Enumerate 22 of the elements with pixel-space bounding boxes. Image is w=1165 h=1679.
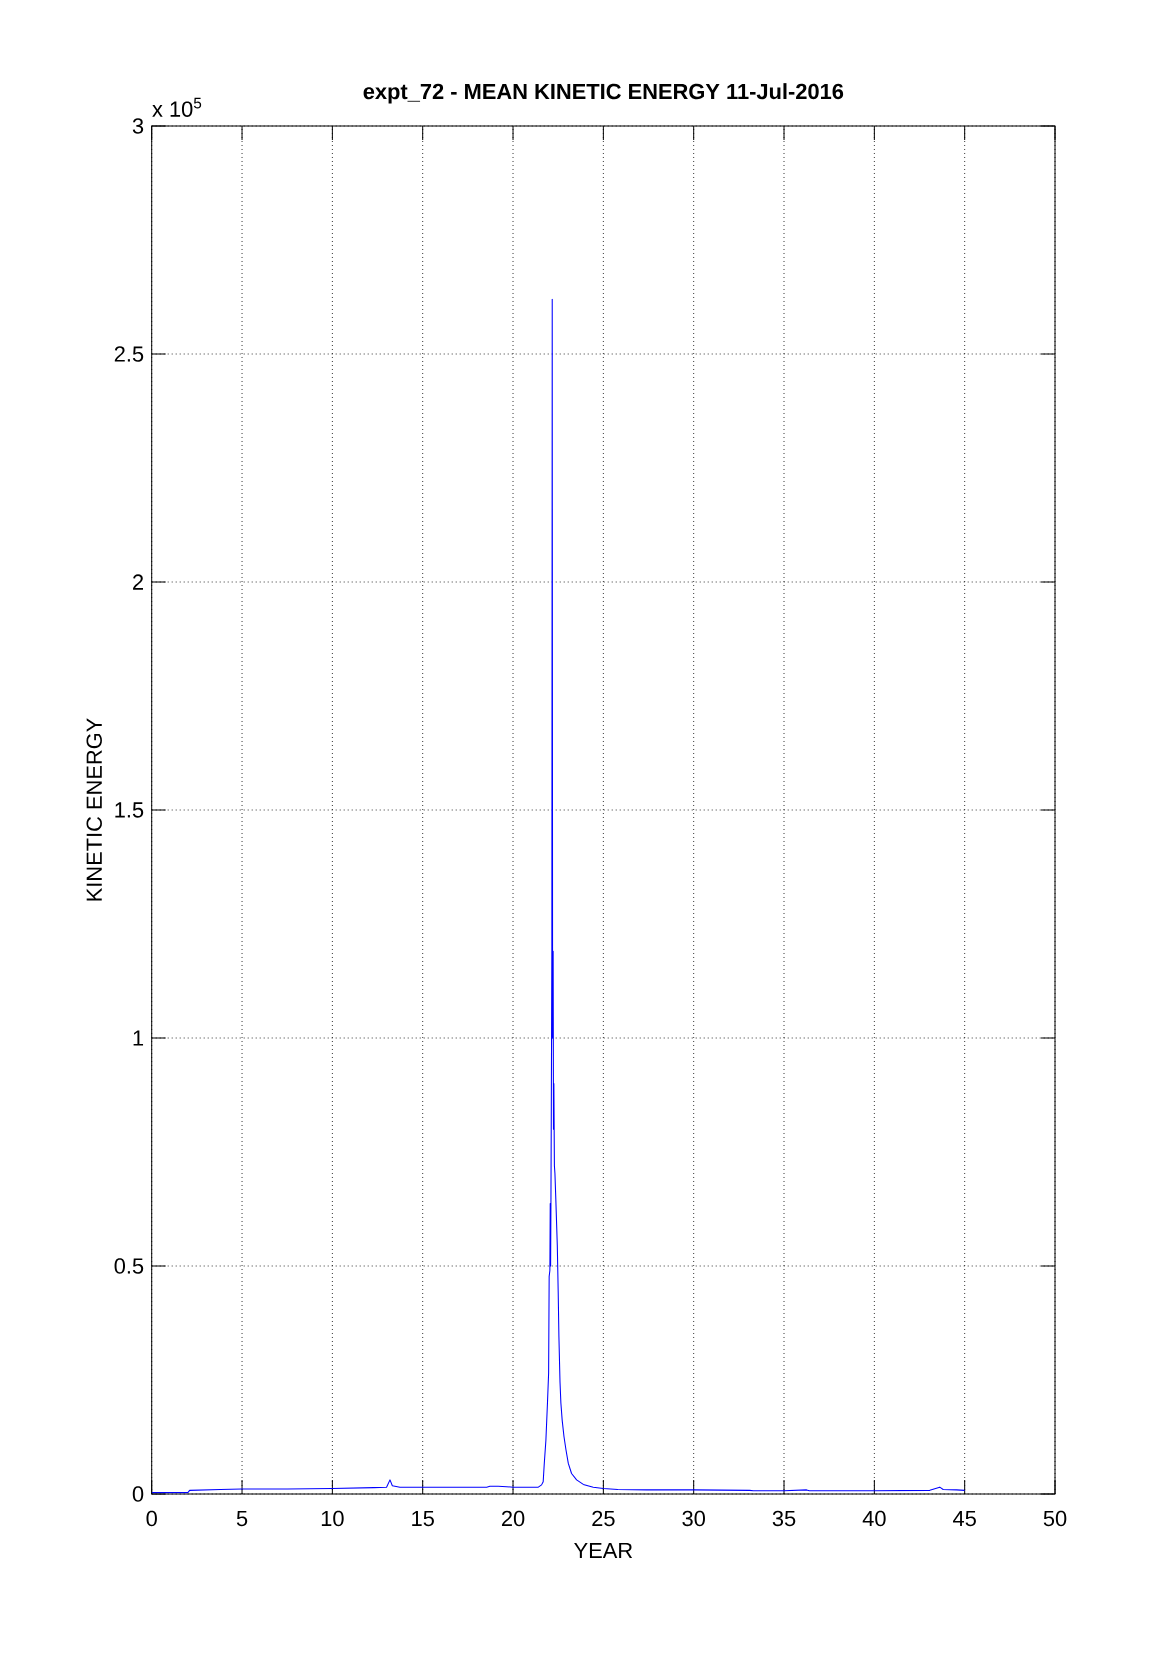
x-tick-label: 50 xyxy=(1043,1510,1067,1527)
x-tick-label: 40 xyxy=(862,1510,886,1527)
y-tick-label: 1 xyxy=(133,1030,144,1046)
x-tick-label: 20 xyxy=(501,1510,525,1527)
y-tick-label: 3 xyxy=(132,118,144,134)
text: x 10$^{5}$ xyxy=(152,97,202,117)
x-axis-title: YEAR xyxy=(574,1542,633,1559)
chart-title: expt_72 - MEAN KINETIC ENERGY 11-Jul-2016 xyxy=(363,83,844,104)
x-tick-label: 10 xyxy=(321,1510,344,1527)
x-tick-label: 25 xyxy=(592,1510,615,1527)
x-tick-label: 0 xyxy=(146,1510,157,1527)
x-tick-label: 15 xyxy=(412,1510,434,1527)
x-tick-label: 30 xyxy=(682,1510,705,1527)
y-tick-label: 0 xyxy=(132,1486,144,1502)
y-tick-label: 1.5 xyxy=(115,802,144,818)
x-tick-label: 35 xyxy=(772,1510,796,1527)
y-tick-label: 2 xyxy=(133,574,143,590)
x-tick-label: 5 xyxy=(236,1510,248,1527)
y-tick-label: 2.5 xyxy=(114,346,144,362)
y-axis-title: KINETIC ENERGY xyxy=(86,718,102,901)
y-tick-label: 0.5 xyxy=(114,1258,144,1274)
x-tick-label: 45 xyxy=(953,1510,976,1527)
